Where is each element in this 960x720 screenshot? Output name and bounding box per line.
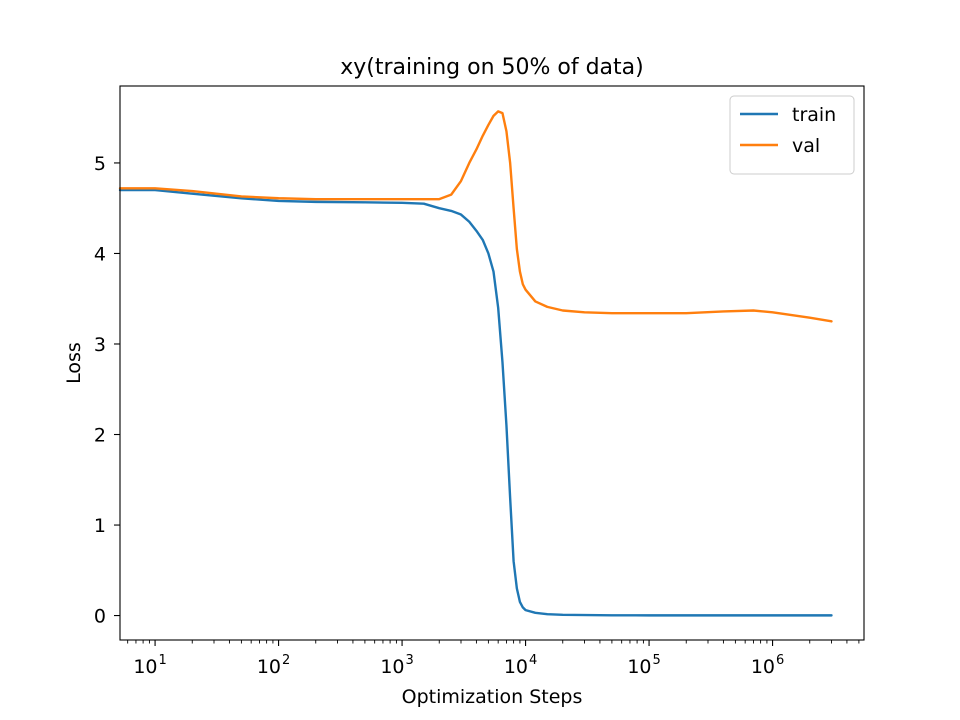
legend-box [729,95,855,175]
x-tick-exponent: 3 [406,653,414,668]
y-tick-label: 5 [94,153,106,175]
y-tick-label: 3 [94,334,106,356]
legend-label-val: val [792,135,820,157]
y-tick-label: 0 [94,606,106,628]
plot-area [118,85,865,641]
series-line-train [118,188,833,617]
y-axis-title: Loss [63,342,85,384]
x-tick-exponent: 5 [653,653,661,668]
x-tick-exponent: 2 [282,653,290,668]
x-axis-title: Optimization Steps [402,686,583,708]
x-tick-exponent: 4 [529,653,537,668]
series-line-val [118,110,833,323]
chart-title: xy(training on 50% of data) [340,55,643,80]
y-tick-label: 4 [94,243,106,265]
y-tick-label: 1 [94,515,106,537]
axes-frame [119,85,865,641]
x-tick-label: 106 [751,653,784,678]
legend: train val [729,95,855,175]
x-tick-exponent: 6 [776,653,784,668]
y-tick-label: 2 [94,425,106,447]
x-tick-exponent: 1 [159,653,167,668]
legend-label-train: train [792,104,836,126]
